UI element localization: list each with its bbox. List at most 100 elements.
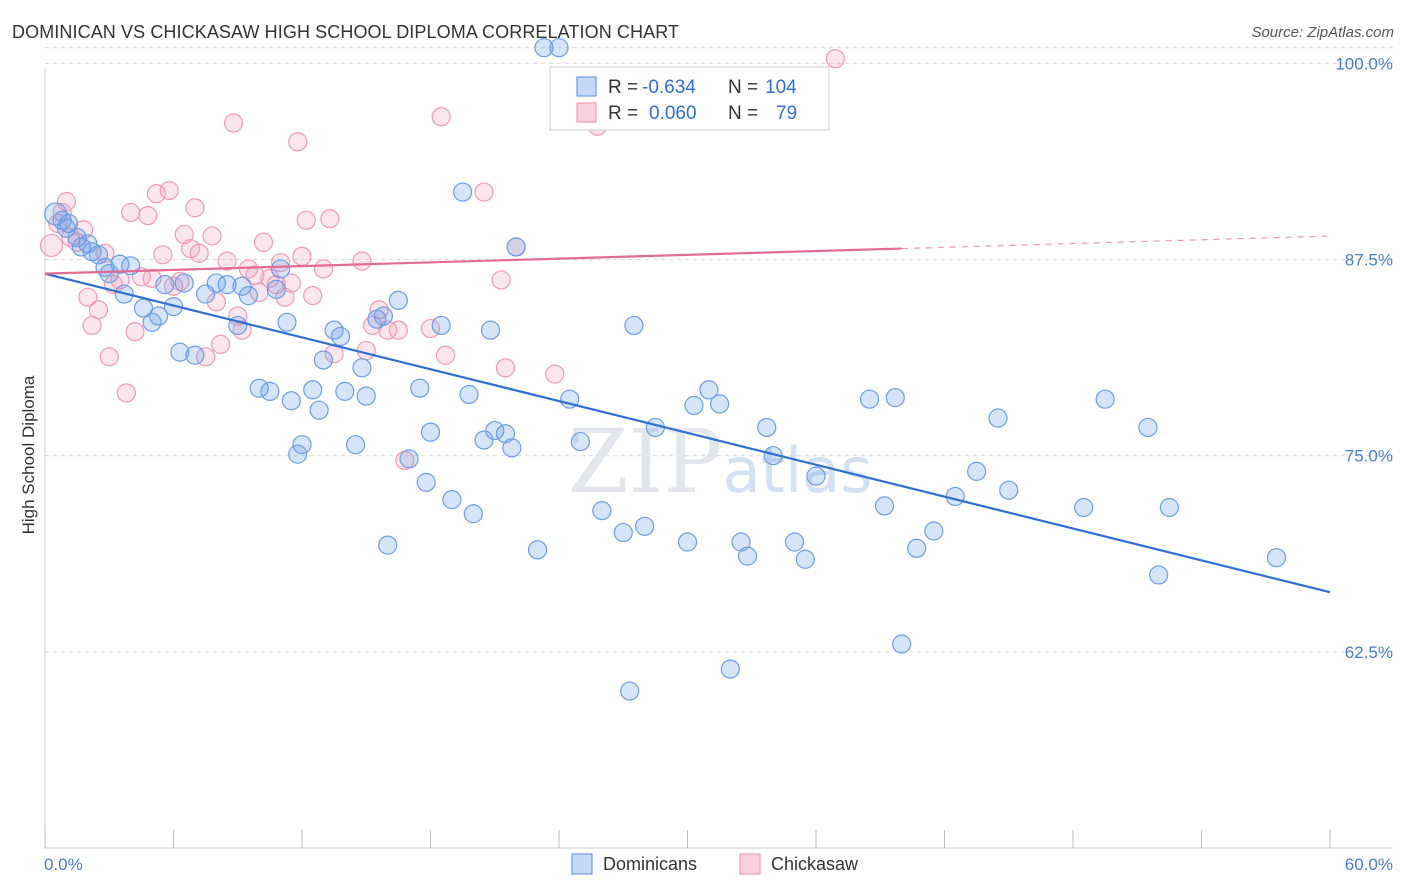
stats-legend: R = -0.634 N = 104 R = 0.060 N = 79 (549, 66, 830, 131)
dominicans-point (506, 237, 526, 257)
chickasaw-point (253, 232, 274, 252)
chickasaw-points (39, 49, 845, 470)
chickasaw-point (435, 345, 456, 365)
legend-n-label-dominicans: N = (728, 77, 758, 98)
dominicans-point (570, 431, 591, 452)
dominicans-point (352, 358, 372, 378)
chickasaw-point (296, 210, 316, 230)
chickasaw-point (288, 132, 308, 152)
chickasaw-point (320, 209, 340, 229)
dominicans-point (874, 496, 895, 516)
dominicans-point (88, 245, 109, 265)
dominicans-point (356, 386, 376, 406)
legend-r-label-dominicans: R = (608, 77, 638, 98)
dominicans-point (463, 504, 483, 524)
chickasaw-point (78, 287, 98, 307)
watermark: ZIPatlas (568, 410, 873, 513)
chickasaw-trend-line (44, 247, 902, 275)
chickasaw-point (153, 245, 173, 265)
legend-r-value-dominicans: -0.634 (642, 77, 696, 98)
legend-r-value-chickasaw: 0.060 (649, 103, 697, 124)
legend-swatch-chickasaw (576, 102, 597, 123)
dominicans-point (677, 532, 698, 552)
dominicans-point (442, 490, 462, 510)
bottom-legend-chickasaw: Chickasaw (771, 854, 859, 874)
dominicans-point (420, 422, 441, 442)
dominicans-point (737, 546, 758, 566)
chickasaw-point (223, 113, 244, 133)
dominicans-point (345, 435, 366, 455)
dominicans-point (907, 538, 927, 558)
chickasaw-trend-extension (901, 235, 1331, 250)
chickasaw-point (202, 226, 222, 246)
dominicans-point (885, 388, 905, 408)
dominicans-point (892, 634, 912, 654)
dominicans-point (266, 279, 286, 299)
source-label: Source: ZipAtlas.com (1251, 24, 1394, 41)
watermark-zip: ZIP (568, 410, 723, 513)
chickasaw-point (138, 206, 158, 226)
y-tick-label-2: 87.5% (1345, 251, 1393, 270)
y-tick-label-0: 62.5% (1345, 643, 1393, 662)
dominicans-point (281, 391, 301, 411)
dominicans-point (684, 395, 704, 416)
dominicans-point (527, 540, 548, 560)
dominicans-point (373, 306, 393, 326)
bottom-swatch-chickasaw (739, 853, 761, 875)
y-tick-label-1: 75.0% (1345, 447, 1393, 466)
series-legend: Dominicans Chickasaw (571, 853, 859, 875)
dominicans-point (731, 532, 751, 552)
chickasaw-point (825, 49, 845, 69)
legend-n-label-chickasaw: N = (728, 103, 758, 124)
dominicans-point (999, 480, 1019, 500)
y-tick-label-3: 100.0% (1335, 54, 1393, 73)
dominicans-point (924, 521, 944, 541)
dominicans-point (232, 276, 252, 296)
chickasaw-point (121, 202, 141, 223)
chickasaw-point (474, 182, 494, 202)
dominicans-point (859, 389, 880, 409)
dominicans-point (495, 424, 516, 444)
dominicans-point (720, 659, 740, 679)
bottom-swatch-dominicans (571, 853, 593, 875)
x-tick-min: 0.0% (44, 855, 83, 874)
dominicans-point (410, 378, 430, 398)
chickasaw-point (491, 270, 511, 290)
dominicans-point (416, 472, 436, 492)
chickasaw-point (356, 340, 376, 361)
x-tick-max: 60.0% (1345, 855, 1393, 874)
chickasaw-point (217, 251, 237, 271)
legend-n-value-chickasaw: 79 (776, 103, 797, 124)
dominicans-point (148, 306, 169, 326)
axes (44, 68, 1393, 849)
dominicans-points (44, 38, 1287, 701)
dominicans-point (335, 381, 355, 401)
dominicans-point (502, 438, 522, 458)
dominicans-point (58, 213, 79, 234)
dominicans-point (795, 549, 815, 569)
chickasaw-point (431, 107, 451, 127)
bottom-legend-dominicans: Dominicans (603, 854, 697, 874)
dominicans-point (967, 461, 987, 481)
dominicans-point (292, 435, 312, 455)
chickasaw-point (125, 322, 145, 342)
dominicans-point (1149, 565, 1169, 585)
dominicans-point (534, 38, 554, 58)
dominicans-point (260, 381, 280, 401)
chickasaw-point (211, 334, 231, 354)
dominicans-point (635, 516, 655, 536)
dominicans-point (288, 444, 308, 464)
dominicans-point (613, 522, 633, 543)
chickasaw-point (303, 286, 323, 306)
trend-lines (44, 235, 1331, 594)
dominicans-point (309, 400, 329, 420)
dominicans-point (699, 380, 719, 400)
dominicans-point (277, 312, 297, 332)
dominicans-point (155, 275, 175, 295)
dominicans-point (399, 449, 419, 469)
legend-n-value-dominicans: 104 (765, 77, 797, 98)
dominicans-point (303, 380, 323, 400)
dominicans-point (330, 326, 351, 347)
chickasaw-point (185, 198, 205, 218)
dominicans-point (1266, 548, 1287, 568)
